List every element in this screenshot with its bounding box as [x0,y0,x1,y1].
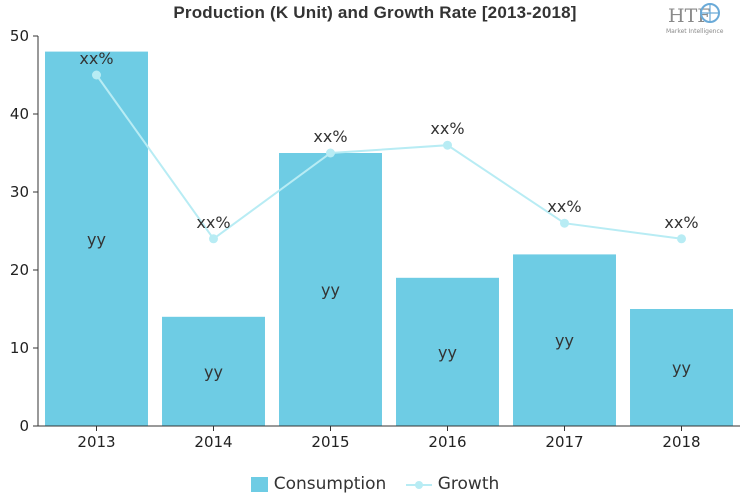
bar-2017[interactable] [513,254,616,426]
growth-value-label: xx% [547,197,581,216]
growth-point-2018[interactable] [677,234,686,244]
growth-point-2016[interactable] [443,140,452,150]
legend-item-consumption[interactable]: Consumption [250,474,387,494]
bar-value-label: yy [672,359,691,378]
logo-subtext: Market Intelligence [666,28,724,35]
growth-point-2017[interactable] [560,218,569,228]
growth-value-label: xx% [664,213,698,232]
growth-point-2013[interactable] [92,70,101,80]
legend-label-growth: Growth [437,474,500,494]
x-axis: 2013 2014 2015 2016 2017 2018 [38,425,740,451]
growth-value-label: xx% [430,119,464,138]
y-tick-label: 20 [10,261,29,279]
bar-2015[interactable] [279,153,382,426]
htf-logo: HTF Market Intelligence [666,3,724,35]
bar-2016[interactable] [396,277,499,426]
growth-value-label: xx% [313,127,347,146]
bar-value-label: yy [321,281,340,300]
x-tick-label: 2013 [77,433,115,451]
legend-label-consumption: Consumption [273,474,387,494]
bar-series-consumption [45,51,733,426]
bar-2013[interactable] [45,51,148,426]
x-tick-label: 2016 [428,433,466,451]
y-axis: 0 10 20 30 40 50 [10,27,39,435]
data-labels: yy yy yy yy yy yy xx% xx% xx% xx% xx% xx% [79,49,698,381]
growth-value-label: xx% [196,213,230,232]
bar-value-label: yy [438,343,457,362]
legend-line-swatch [405,477,432,492]
y-tick-label: 0 [19,417,29,435]
y-tick-label: 50 [10,27,29,45]
x-tick-label: 2015 [311,433,349,451]
line-series-growth [92,70,686,244]
bar-value-label: yy [204,362,223,381]
legend-item-growth[interactable]: Growth [405,474,500,494]
x-tick-label: 2018 [662,433,700,451]
y-tick-label: 40 [10,105,29,123]
y-tick-label: 30 [10,183,29,201]
chart-title: Production (K Unit) and Growth Rate [201… [173,3,577,22]
logo-text: HTF [668,5,710,27]
growth-point-2014[interactable] [209,234,218,244]
legend: Consumption Growth [0,474,750,497]
growth-point-2015[interactable] [326,148,335,158]
x-tick-label: 2017 [545,433,583,451]
bar-2014[interactable] [162,316,265,426]
legend-bar-swatch [250,476,268,492]
x-tick-label: 2014 [194,433,232,451]
bar-value-label: yy [555,331,574,350]
growth-value-label: xx% [79,49,113,68]
bar-2018[interactable] [630,309,733,426]
y-tick-label: 10 [10,339,29,357]
bar-value-label: yy [87,230,106,249]
growth-line [95,74,682,241]
